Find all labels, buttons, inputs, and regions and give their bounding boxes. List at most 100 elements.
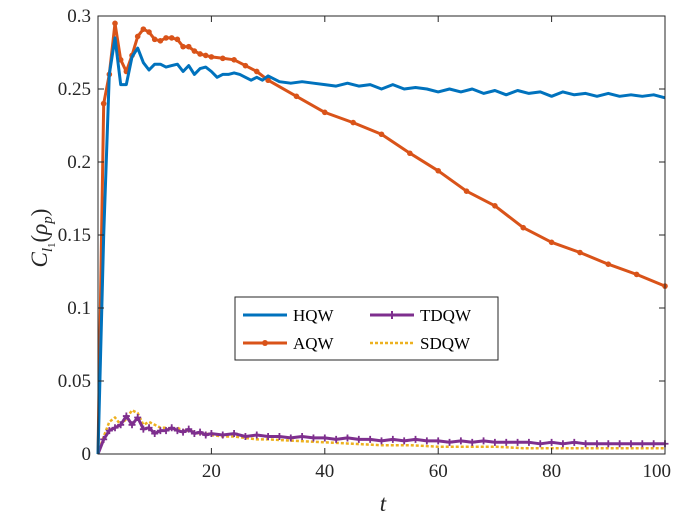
data-point bbox=[173, 427, 181, 435]
data-point bbox=[366, 435, 374, 443]
data-point bbox=[208, 54, 215, 60]
legend-label: SDQW bbox=[420, 334, 471, 353]
data-point bbox=[468, 438, 476, 446]
data-point bbox=[378, 131, 385, 138]
data-point bbox=[502, 438, 510, 446]
data-point bbox=[162, 427, 170, 435]
data-point bbox=[140, 26, 147, 32]
y-tick-label: 0.2 bbox=[67, 152, 91, 173]
series-tdqw bbox=[96, 412, 669, 455]
legend-entry-sdqw: SDQW bbox=[370, 334, 471, 353]
y-axis-label-paren-open: ( bbox=[27, 235, 52, 243]
data-point bbox=[309, 434, 317, 442]
data-point bbox=[139, 425, 147, 433]
data-point bbox=[434, 437, 442, 445]
y-axis-label-sub: l bbox=[40, 248, 56, 252]
data-point bbox=[491, 438, 499, 446]
data-point bbox=[548, 438, 556, 446]
data-point bbox=[157, 38, 164, 44]
data-point bbox=[174, 36, 181, 43]
legend-entry-aqw: AQW bbox=[243, 334, 335, 353]
data-point bbox=[480, 437, 488, 445]
legend-marker bbox=[262, 340, 268, 346]
data-point bbox=[321, 434, 329, 442]
data-point bbox=[134, 414, 142, 421]
data-point bbox=[616, 440, 624, 448]
data-point bbox=[514, 438, 522, 446]
data-point bbox=[293, 93, 300, 100]
legend-label: AQW bbox=[293, 334, 335, 353]
legend-entry-hqw: HQW bbox=[243, 306, 335, 325]
data-point bbox=[241, 432, 249, 440]
series-hqw bbox=[96, 36, 666, 455]
data-point bbox=[163, 35, 169, 41]
y-axis-label: Cl1(ρp) bbox=[27, 209, 58, 268]
data-point bbox=[253, 431, 261, 439]
data-point bbox=[100, 100, 107, 107]
x-tick-label: 80 bbox=[542, 461, 561, 482]
data-point bbox=[457, 437, 465, 445]
data-point bbox=[219, 431, 227, 439]
data-point bbox=[202, 52, 209, 59]
data-point bbox=[627, 440, 635, 448]
y-tick-label: 0.3 bbox=[67, 6, 91, 27]
data-point bbox=[197, 51, 203, 57]
data-point bbox=[196, 428, 204, 436]
series-layer bbox=[96, 20, 669, 455]
data-point bbox=[117, 421, 125, 429]
data-point bbox=[151, 430, 159, 438]
data-point bbox=[112, 20, 118, 27]
data-point bbox=[179, 428, 187, 436]
data-point bbox=[202, 431, 210, 439]
legend-label: HQW bbox=[293, 306, 335, 325]
data-point bbox=[145, 424, 153, 432]
data-point bbox=[633, 271, 640, 278]
series-line-aqw bbox=[96, 21, 666, 455]
data-point bbox=[492, 203, 498, 209]
data-point bbox=[191, 48, 198, 54]
data-point bbox=[407, 150, 413, 157]
legend-entries: HQW TDQW AQW SDQW bbox=[243, 306, 472, 353]
y-tick-label: 0.25 bbox=[58, 79, 91, 100]
data-point bbox=[605, 261, 612, 268]
data-point bbox=[111, 424, 119, 432]
data-point bbox=[207, 430, 215, 438]
y-axis-label-main: C bbox=[27, 251, 52, 267]
series-aqw bbox=[96, 20, 668, 455]
data-point bbox=[298, 432, 306, 440]
data-point bbox=[593, 440, 601, 448]
data-point bbox=[423, 437, 431, 445]
y-tick-label: 0.1 bbox=[67, 298, 91, 319]
data-point bbox=[230, 430, 238, 438]
data-point bbox=[265, 77, 271, 84]
y-axis-label-rho-sub: p bbox=[40, 216, 56, 225]
data-point bbox=[525, 438, 533, 446]
data-point bbox=[146, 29, 152, 35]
data-point bbox=[536, 440, 544, 448]
data-point bbox=[604, 440, 612, 448]
data-point bbox=[638, 440, 646, 448]
y-axis-label-rho: ρ bbox=[27, 224, 52, 236]
data-point bbox=[582, 440, 590, 448]
data-point bbox=[332, 435, 340, 443]
data-point bbox=[253, 68, 260, 75]
data-point bbox=[322, 109, 328, 116]
data-point bbox=[548, 239, 555, 246]
data-point bbox=[190, 430, 198, 438]
data-point bbox=[275, 432, 283, 440]
data-point bbox=[463, 188, 470, 194]
data-point bbox=[242, 62, 249, 69]
x-tick-label: 100 bbox=[643, 461, 672, 482]
y-tick-label: 0.05 bbox=[58, 371, 91, 392]
x-tick-label: 20 bbox=[202, 461, 221, 482]
data-point bbox=[105, 427, 113, 435]
x-tick-label: 60 bbox=[429, 461, 448, 482]
y-tick-label: 0 bbox=[82, 444, 92, 465]
data-point bbox=[180, 43, 186, 50]
legend-label: TDQW bbox=[420, 306, 472, 325]
y-axis-label-paren-close: ) bbox=[27, 209, 52, 217]
x-axis-label: t bbox=[380, 491, 387, 516]
data-point bbox=[378, 437, 385, 445]
